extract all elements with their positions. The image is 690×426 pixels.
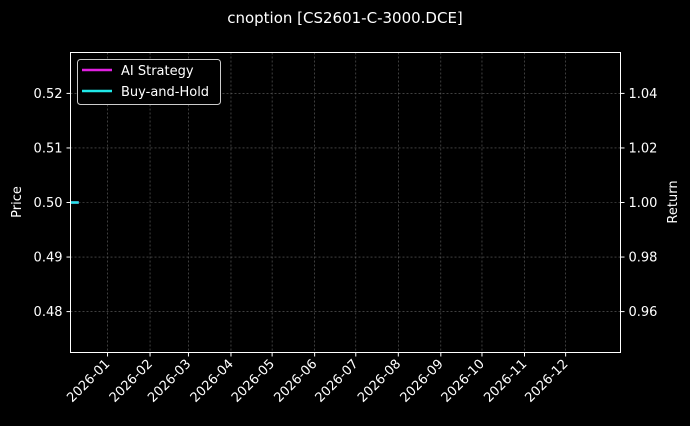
y-tick-label: 0.50: [34, 196, 63, 211]
y-axis-left: 0.48 0.49 0.50 0.51 0.52: [34, 87, 71, 320]
chart-title: cnoption [CS2601-C-3000.DCE]: [227, 9, 463, 27]
legend-label-ai-strategy: AI Strategy: [121, 64, 194, 79]
legend: AI Strategy Buy-and-Hold: [77, 59, 221, 105]
y-tick-label: 0.51: [34, 141, 63, 156]
x-tick-label: 2026-05: [229, 357, 278, 406]
y-tick-label: 0.49: [34, 251, 63, 266]
x-tick-label: 2026-07: [313, 357, 362, 406]
y2-tick-label: 1.00: [629, 196, 658, 211]
x-tick-label: 2026-09: [398, 357, 447, 406]
y-axis-label: Price: [10, 186, 25, 218]
x-tick-label: 2026-08: [355, 357, 404, 406]
x-axis: 2026-012026-022026-032026-042026-052026-…: [64, 352, 571, 406]
y2-tick-label: 1.04: [629, 87, 658, 102]
y-axis-right: 0.96 0.98 1.00 1.02 1.04: [620, 87, 658, 320]
x-tick-label: 2026-10: [439, 357, 488, 406]
y2-axis-label: Return: [666, 180, 681, 223]
legend-label-buy-and-hold: Buy-and-Hold: [121, 85, 209, 100]
x-tick-label: 2026-11: [481, 357, 530, 406]
x-tick-label: 2026-01: [64, 357, 113, 406]
x-tick-label: 2026-06: [271, 357, 320, 406]
legend-box: [77, 59, 221, 105]
y-tick-label: 0.52: [34, 87, 63, 102]
y-tick-label: 0.48: [34, 305, 63, 320]
x-tick-label: 2026-04: [188, 357, 237, 406]
y2-tick-label: 0.98: [629, 251, 658, 266]
x-tick-label: 2026-12: [522, 357, 571, 406]
y2-tick-label: 1.02: [629, 141, 658, 156]
y2-tick-label: 0.96: [629, 305, 658, 320]
